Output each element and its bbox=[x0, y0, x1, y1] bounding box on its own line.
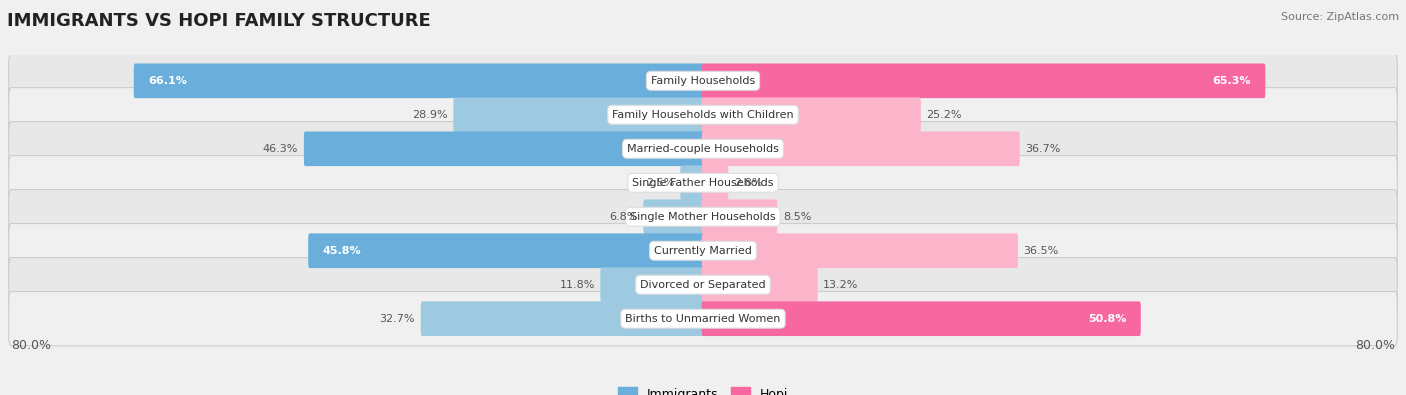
FancyBboxPatch shape bbox=[702, 267, 818, 302]
Text: Divorced or Separated: Divorced or Separated bbox=[640, 280, 766, 290]
Text: 8.5%: 8.5% bbox=[783, 212, 811, 222]
Text: 28.9%: 28.9% bbox=[412, 110, 449, 120]
Text: 25.2%: 25.2% bbox=[927, 110, 962, 120]
Text: 46.3%: 46.3% bbox=[263, 144, 298, 154]
Text: 80.0%: 80.0% bbox=[11, 339, 52, 352]
Text: 11.8%: 11.8% bbox=[560, 280, 595, 290]
FancyBboxPatch shape bbox=[8, 88, 1398, 142]
Text: Source: ZipAtlas.com: Source: ZipAtlas.com bbox=[1281, 12, 1399, 22]
FancyBboxPatch shape bbox=[702, 166, 728, 200]
FancyBboxPatch shape bbox=[702, 301, 1140, 336]
Text: Married-couple Households: Married-couple Households bbox=[627, 144, 779, 154]
Text: Births to Unmarried Women: Births to Unmarried Women bbox=[626, 314, 780, 324]
FancyBboxPatch shape bbox=[8, 190, 1398, 244]
Text: 80.0%: 80.0% bbox=[1354, 339, 1395, 352]
FancyBboxPatch shape bbox=[8, 156, 1398, 210]
Text: 2.8%: 2.8% bbox=[734, 178, 762, 188]
FancyBboxPatch shape bbox=[8, 224, 1398, 278]
FancyBboxPatch shape bbox=[420, 301, 704, 336]
FancyBboxPatch shape bbox=[702, 98, 921, 132]
FancyBboxPatch shape bbox=[8, 122, 1398, 176]
Text: 32.7%: 32.7% bbox=[380, 314, 415, 324]
FancyBboxPatch shape bbox=[134, 64, 704, 98]
Text: 13.2%: 13.2% bbox=[824, 280, 859, 290]
Text: Single Mother Households: Single Mother Households bbox=[630, 212, 776, 222]
Text: 65.3%: 65.3% bbox=[1213, 76, 1251, 86]
Text: 2.5%: 2.5% bbox=[647, 178, 675, 188]
Text: Family Households: Family Households bbox=[651, 76, 755, 86]
FancyBboxPatch shape bbox=[8, 258, 1398, 312]
Text: 66.1%: 66.1% bbox=[148, 76, 187, 86]
FancyBboxPatch shape bbox=[702, 199, 778, 234]
FancyBboxPatch shape bbox=[308, 233, 704, 268]
Text: 36.7%: 36.7% bbox=[1025, 144, 1060, 154]
FancyBboxPatch shape bbox=[304, 132, 704, 166]
FancyBboxPatch shape bbox=[702, 132, 1019, 166]
Text: Family Households with Children: Family Households with Children bbox=[612, 110, 794, 120]
FancyBboxPatch shape bbox=[8, 54, 1398, 108]
Text: 45.8%: 45.8% bbox=[322, 246, 361, 256]
Text: 50.8%: 50.8% bbox=[1088, 314, 1126, 324]
FancyBboxPatch shape bbox=[8, 292, 1398, 346]
Text: 6.8%: 6.8% bbox=[609, 212, 638, 222]
Text: IMMIGRANTS VS HOPI FAMILY STRUCTURE: IMMIGRANTS VS HOPI FAMILY STRUCTURE bbox=[7, 12, 430, 30]
FancyBboxPatch shape bbox=[600, 267, 704, 302]
Legend: Immigrants, Hopi: Immigrants, Hopi bbox=[613, 382, 793, 395]
Text: Currently Married: Currently Married bbox=[654, 246, 752, 256]
FancyBboxPatch shape bbox=[644, 199, 704, 234]
FancyBboxPatch shape bbox=[453, 98, 704, 132]
Text: 36.5%: 36.5% bbox=[1024, 246, 1059, 256]
FancyBboxPatch shape bbox=[702, 233, 1018, 268]
FancyBboxPatch shape bbox=[702, 64, 1265, 98]
Text: Single Father Households: Single Father Households bbox=[633, 178, 773, 188]
FancyBboxPatch shape bbox=[681, 166, 704, 200]
